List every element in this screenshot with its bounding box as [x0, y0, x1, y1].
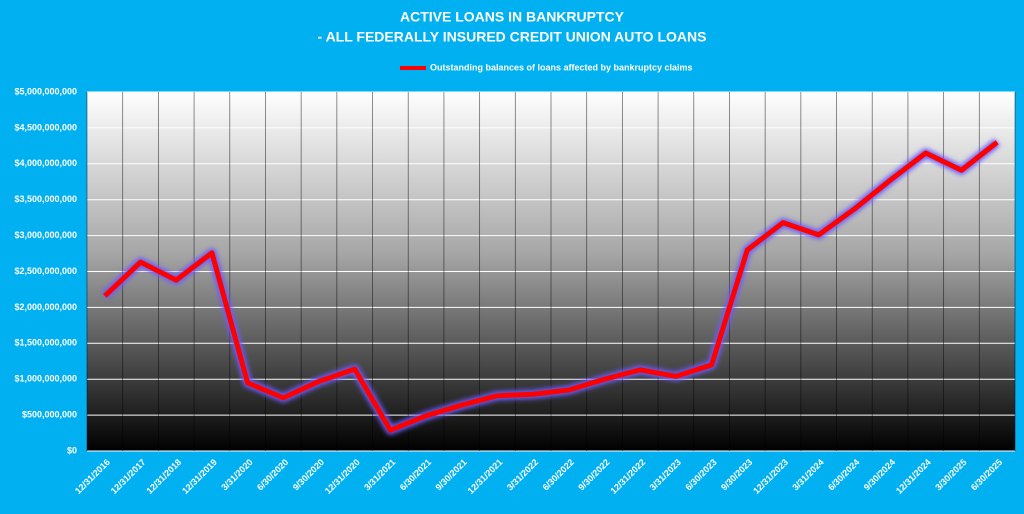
legend-label: Outstanding balances of loans affected b…: [430, 62, 693, 72]
x-tick-label: 12/31/2022: [608, 457, 647, 496]
y-tick-label: $5,000,000,000: [14, 86, 77, 96]
x-tick-label: 3/31/2020: [219, 457, 254, 492]
x-tick-label: 3/31/2021: [362, 457, 397, 492]
x-tick-label: 9/30/2022: [576, 457, 611, 492]
y-tick-label: $1,500,000,000: [14, 338, 77, 348]
x-tick-label: 12/31/2023: [751, 457, 790, 496]
x-tick-label: 12/31/2018: [144, 457, 183, 496]
x-tick-label: 3/31/2022: [505, 457, 540, 492]
x-tick-label: 6/30/2023: [683, 457, 718, 492]
y-tick-label: $4,000,000,000: [14, 158, 77, 168]
y-tick-label: $3,000,000,000: [14, 230, 77, 240]
x-tick-label: 12/31/2016: [73, 457, 112, 496]
x-tick-label: 12/31/2019: [180, 457, 219, 496]
x-tick-label: 12/31/2024: [894, 457, 933, 496]
x-tick-label: 12/31/2017: [109, 457, 148, 496]
x-tick-label: 9/30/2024: [862, 457, 897, 492]
x-tick-label: 3/31/2023: [648, 457, 683, 492]
x-tick-label: 6/30/2022: [541, 457, 576, 492]
x-tick-label: 3/31/2024: [790, 457, 825, 492]
chart-title: ACTIVE LOANS IN BANKRUPTCY: [400, 9, 625, 25]
y-tick-label: $1,000,000,000: [14, 374, 77, 384]
y-tick-label: $4,500,000,000: [14, 122, 77, 132]
x-tick-label: 6/30/2021: [398, 457, 433, 492]
x-tick-label: 9/30/2020: [291, 457, 326, 492]
chart-subtitle: - ALL FEDERALLY INSURED CREDIT UNION AUT…: [318, 29, 707, 45]
x-tick-label: 6/30/2025: [969, 457, 1004, 492]
y-tick-label: $2,000,000,000: [14, 302, 77, 312]
line: [103, 140, 999, 433]
x-tick-label: 12/31/2020: [323, 457, 362, 496]
y-tick-label: $500,000,000: [22, 409, 77, 419]
x-tick-label: 9/30/2021: [433, 457, 468, 492]
x-tick-label: 9/30/2023: [719, 457, 754, 492]
y-tick-label: $2,500,000,000: [14, 266, 77, 276]
x-tick-label: 12/31/2021: [466, 457, 505, 496]
y-tick-label: $3,500,000,000: [14, 194, 77, 204]
x-tick-label: 6/30/2020: [255, 457, 290, 492]
x-tick-label: 3/30/2025: [933, 457, 968, 492]
y-tick-label: $0: [67, 445, 77, 455]
x-tick-label: 6/30/2024: [826, 457, 861, 492]
